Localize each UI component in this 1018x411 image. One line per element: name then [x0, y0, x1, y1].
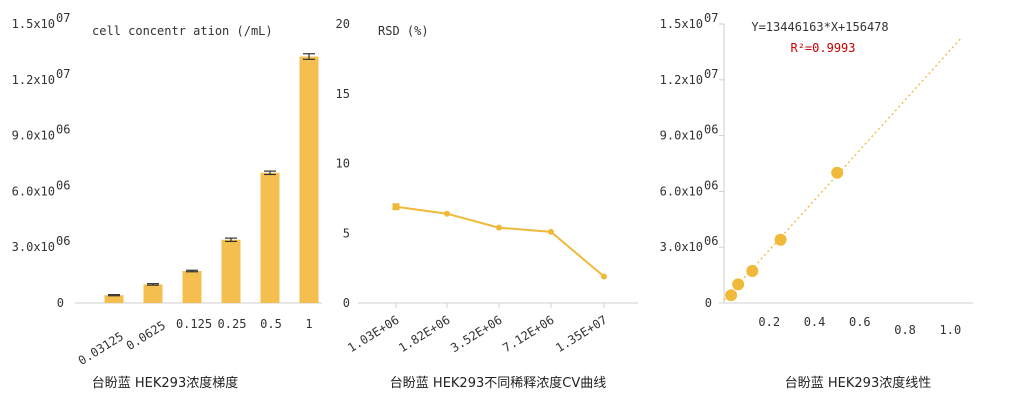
data-point — [444, 210, 450, 217]
x-tick-label: 0.2 — [758, 315, 780, 329]
x-tick-label: 0.0625 — [124, 318, 168, 353]
chart-caption: 台盼蓝 HEK293浓度线性 — [785, 375, 931, 391]
svg-text:0: 0 — [57, 296, 64, 310]
svg-text:1.5x10: 1.5x10 — [660, 17, 703, 31]
fit-line — [723, 37, 963, 301]
bar — [299, 56, 319, 303]
y-tick-label: 3.0x10 06 — [12, 234, 71, 254]
svg-text:6.0x10: 6.0x10 — [12, 184, 55, 198]
r-squared-label: R²=0.9993 — [790, 41, 855, 55]
y-tick-label: 0 — [343, 296, 350, 310]
data-point — [746, 265, 759, 278]
data-point — [725, 289, 738, 302]
svg-text:1.5x10: 1.5x10 — [12, 17, 55, 31]
x-tick-label: 0.4 — [804, 315, 826, 329]
y-tick-label: 9.0x10 06 — [660, 123, 719, 143]
svg-text:06: 06 — [704, 178, 718, 192]
bar-chart-panel: 03.0x10 066.0x10 069.0x10 061.2x10 071.5x10 0… — [12, 11, 322, 391]
fit-equation: Y=13446163*X+156478 — [751, 20, 888, 34]
x-tick-label: 1.35E+07 — [553, 313, 609, 356]
svg-text:1.2x10: 1.2x10 — [660, 73, 703, 87]
y-tick-label: 15 — [336, 87, 350, 101]
x-tick-label: 3.52E+06 — [448, 313, 504, 356]
svg-text:3.0x10: 3.0x10 — [660, 240, 703, 254]
x-tick-label: 0.125 — [176, 317, 212, 331]
y-tick-label: 6.0x10 06 — [12, 178, 71, 198]
y-tick-label: 1.5x10 07 — [660, 11, 719, 31]
bar — [182, 271, 202, 303]
y-tick-label: 5 — [343, 226, 350, 240]
svg-text:9.0x10: 9.0x10 — [660, 129, 703, 143]
rsd-line-chart-panel: 0 5 10 15 20 RSD (%) 1.03E+061.82E+063.52E+067… — [336, 17, 638, 391]
series-line — [395, 205, 605, 278]
chart-title: RSD (%) — [378, 24, 429, 38]
svg-text:07: 07 — [56, 11, 70, 25]
y-tick-label: 1.2x10 07 — [660, 67, 719, 87]
svg-text:07: 07 — [56, 67, 70, 81]
data-point — [496, 224, 502, 231]
linearity-scatter-panel: 03.0x10 066.0x10 069.0x10 061.2x10 071.5x10 0… — [660, 11, 973, 391]
x-tick-label: 1.03E+06 — [345, 313, 401, 356]
bar — [260, 172, 280, 303]
svg-text:06: 06 — [56, 123, 70, 137]
y-tick-label: 0 — [57, 296, 64, 310]
svg-text:1.2x10: 1.2x10 — [12, 73, 55, 87]
bar — [143, 284, 163, 303]
svg-text:06: 06 — [56, 178, 70, 192]
data-point — [548, 228, 554, 235]
svg-text:07: 07 — [704, 67, 718, 81]
y-tick-label: 3.0x10 06 — [660, 234, 719, 254]
data-point — [732, 278, 745, 291]
svg-text:3.0x10: 3.0x10 — [12, 240, 55, 254]
chart-title: cell concentr ation (/mL) — [92, 24, 273, 38]
x-tick-label: 0.25 — [218, 317, 247, 331]
y-tick-label: 9.0x10 06 — [12, 123, 71, 143]
svg-text:06: 06 — [56, 234, 70, 248]
y-tick-label: 20 — [336, 17, 350, 31]
chart-caption: 台盼蓝 HEK293浓度梯度 — [92, 375, 238, 391]
bar — [221, 239, 241, 303]
data-point — [831, 166, 844, 179]
x-tick-label: 1.82E+06 — [396, 313, 452, 356]
x-tick-label: 1.0 — [940, 323, 962, 337]
data-point — [392, 203, 400, 211]
y-tick-label: 1.2x10 07 — [12, 67, 71, 87]
y-tick-label: 10 — [336, 157, 350, 171]
svg-text:6.0x10: 6.0x10 — [660, 184, 703, 198]
y-tick-label: 0 — [705, 296, 712, 310]
x-tick-label: 1 — [305, 317, 312, 331]
svg-text:07: 07 — [704, 11, 718, 25]
svg-text:06: 06 — [704, 123, 718, 137]
x-tick-label: 0.5 — [260, 317, 282, 331]
svg-text:9.0x10: 9.0x10 — [12, 129, 55, 143]
bar — [104, 295, 124, 303]
x-tick-label: 0.8 — [894, 323, 916, 337]
x-tick-label: 0.03125 — [76, 329, 126, 368]
y-tick-label: 1.5x10 07 — [12, 11, 71, 31]
svg-text:0: 0 — [705, 296, 712, 310]
y-tick-label: 6.0x10 06 — [660, 178, 719, 198]
data-point — [774, 233, 787, 246]
chart-caption: 台盼蓝 HEK293不同稀释浓度CV曲线 — [390, 375, 606, 391]
data-point — [601, 273, 607, 280]
x-tick-label: 7.12E+06 — [500, 313, 556, 356]
x-tick-label: 0.6 — [849, 315, 871, 329]
svg-text:06: 06 — [704, 234, 718, 248]
